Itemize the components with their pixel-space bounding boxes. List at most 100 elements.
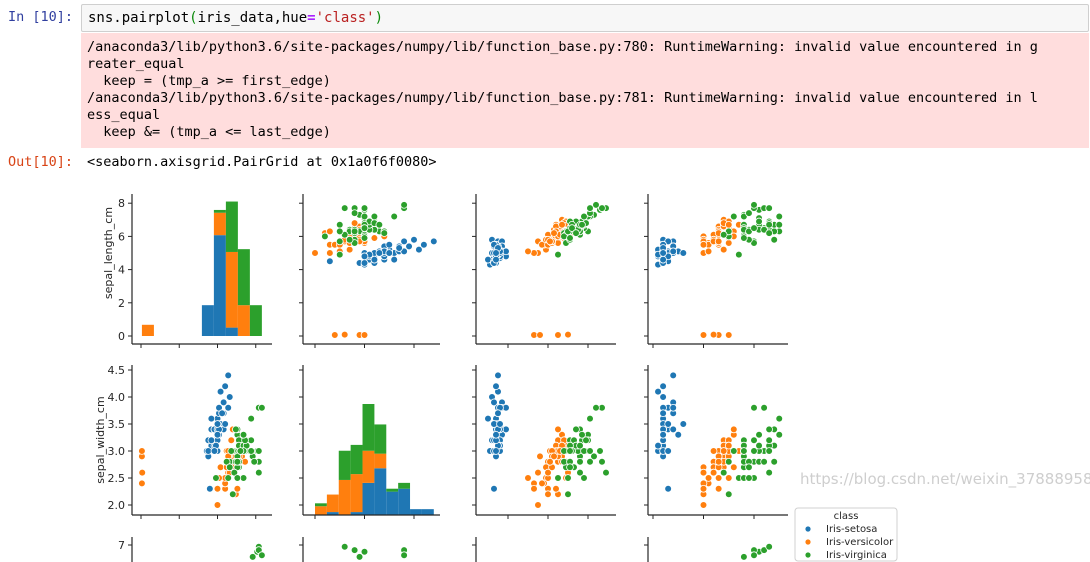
scatter-point [400,201,408,209]
scatter-point [410,235,418,244]
scatter-point [494,371,502,380]
scatter-point [492,382,500,391]
hist-bar [225,201,238,252]
scatter-point [380,229,389,237]
scatter-point [554,425,562,434]
scatter-point [345,245,354,254]
scatter-point [360,204,369,212]
hist-bar [410,509,422,515]
legend-marker [805,552,811,558]
scatter-point [239,430,248,439]
hist-bar [315,506,327,515]
hist-bar [213,212,226,236]
scatter-point [138,447,146,455]
scatter-point [568,224,576,232]
scatter-point [350,219,359,227]
scatter-point [232,425,240,434]
scatter-point [719,245,728,254]
scatter-point [355,553,364,561]
scatter-point [659,382,667,391]
y-tick-label: 7 [118,539,125,552]
panel-r0-c3 [654,201,784,339]
scatter-point [219,398,228,407]
hist-bar [225,327,238,336]
scatter-point [765,542,773,551]
output-repr: <seaborn.axisgrid.PairGrid at 0x1a0f6f00… [87,154,437,170]
scatter-point [225,463,234,472]
scatter-point [760,403,768,412]
scatter-point [729,463,738,472]
scatter-point [206,484,214,493]
scatter-point [755,441,763,450]
panel-r2-c1 [340,542,408,561]
scatter-point [335,250,344,259]
hist-bar [362,482,375,515]
scatter-point [654,441,662,450]
hist-bar [315,503,327,507]
scatter-point [233,457,242,466]
scatter-point [729,425,738,434]
y-tick-label: 0 [118,330,125,343]
code-input-cell[interactable]: sns.pairplot(iris_data,hue='class') [81,4,1089,32]
scatter-point [724,490,733,499]
scatter-point [496,420,504,428]
scatter-point [724,220,733,229]
scatter-point [740,553,748,561]
scatter-point [564,474,572,482]
scatter-point [247,414,255,423]
scatter-point [679,420,688,428]
scatter-point [592,201,600,209]
scatter-point [578,430,586,439]
scatter-point [420,240,428,249]
scatter-point [360,224,369,232]
panel-r1-c1 [315,404,434,515]
scatter-point [669,371,677,380]
scatter-point [765,468,773,477]
scatter-point [360,234,369,242]
stderr-line: keep = (tmp_a >= first_edge) [87,73,331,89]
scatter-point [207,414,216,423]
stderr-line: ess_equal [87,107,161,123]
scatter-point [224,371,233,380]
y-axis-label: sepal_width_cm [94,396,107,483]
y-tick-label: 3.0 [108,445,126,458]
scatter-point [335,237,344,246]
scatter-point [375,220,384,229]
code-close-paren: ) [374,10,384,26]
code-string: 'class' [315,10,375,26]
scatter-point [586,457,594,466]
y-tick-label: 4.0 [108,391,126,404]
scatter-point [760,457,768,466]
scatter-point [311,249,319,257]
legend-frame [794,507,898,562]
scatter-point [578,220,586,229]
out-prompt: Out[10]: [8,154,74,170]
code-line[interactable]: sns.pairplot(iris_data,hue='class') [88,10,383,26]
hist-bar [350,512,363,515]
scatter-point [395,244,403,252]
scatter-point [213,430,222,439]
scatter-point [492,430,500,439]
scatter-point [345,235,354,244]
scatter-point [770,235,778,244]
scatter-point [255,447,263,455]
scatter-point [659,393,667,401]
scatter-point [385,249,394,257]
legend-marker [805,526,811,532]
scatter-point [576,441,584,450]
scatter-point [385,240,394,249]
scatter-point [544,490,552,499]
scatter-point [770,457,778,466]
hist-bar [386,491,399,515]
watermark: https://blog.csdn.net/weixin_37888958 [800,470,1090,488]
scatter-point [550,229,558,237]
scatter-point [659,409,667,418]
scatter-point [538,479,546,488]
scatter-point [598,204,606,212]
scatter-point [765,229,773,237]
scatter-point [719,468,728,477]
scatter-point [233,484,242,493]
scatter-point [664,484,672,493]
scatter-point [250,457,259,466]
hist-bar [374,424,387,454]
